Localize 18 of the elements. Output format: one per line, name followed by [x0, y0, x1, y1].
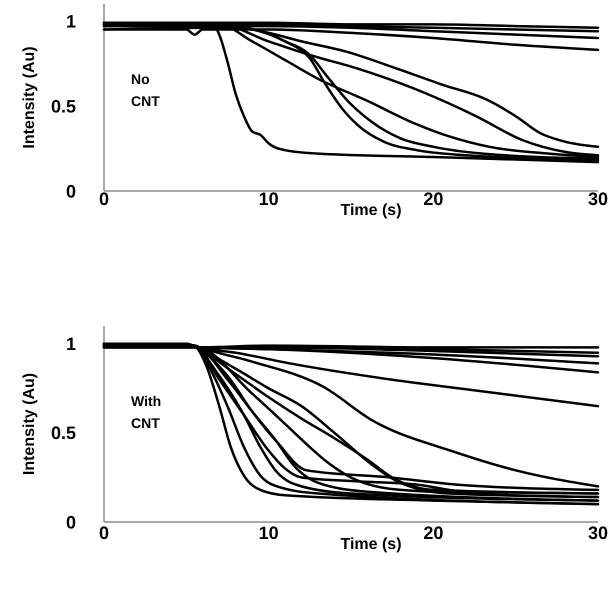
annotation: With CNT — [131, 393, 162, 431]
x-tick-label: 30 — [588, 523, 608, 543]
x-axis-title: Time (s) — [340, 536, 402, 553]
y-tick-label: 1 — [66, 11, 76, 32]
y-axis-title: Intensity (Au) — [21, 372, 38, 476]
x-tick-label: 20 — [423, 189, 444, 209]
x-tick-label: 20 — [423, 523, 444, 543]
y-tick-label: 0.5 — [50, 96, 76, 116]
y-tick-label: 1 — [66, 334, 76, 354]
y-axis-title: Intensity (Au) — [21, 46, 38, 149]
x-tick-label: 10 — [258, 523, 279, 543]
y-tick-label: 0.5 — [50, 423, 76, 444]
x-tick-label: 10 — [258, 189, 279, 209]
annotation: No CNT — [131, 71, 160, 109]
x-tick-label: 0 — [98, 189, 110, 209]
x-tick-label: 30 — [588, 189, 608, 209]
x-axis-title: Time (s) — [340, 202, 402, 219]
x-tick-label: 0 — [98, 523, 110, 543]
